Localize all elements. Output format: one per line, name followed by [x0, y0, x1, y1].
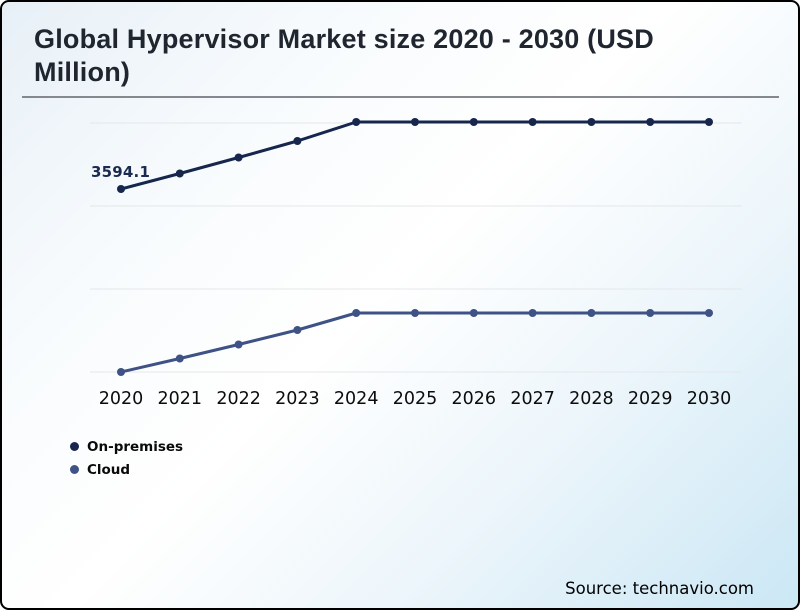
legend-item-cloud: Cloud: [70, 458, 183, 481]
x-tick-label: 2025: [392, 389, 438, 409]
x-tick-label: 2030: [686, 389, 732, 409]
x-tick-label: 2022: [216, 389, 261, 409]
legend-label-cloud: Cloud: [87, 461, 131, 478]
data-point-label: 3594.1: [91, 163, 151, 181]
on-premises-series-marker-icon: [70, 442, 79, 451]
x-tick-label: 2027: [510, 389, 555, 409]
x-tick-label: 2029: [627, 389, 673, 409]
legend-label-on-premises: On-premises: [87, 438, 184, 455]
cloud-series-marker-icon: [70, 465, 79, 474]
chart-title: Global Hypervisor Market size 2020 - 203…: [34, 24, 654, 88]
title-divider: [22, 96, 779, 98]
chart-legend: On-premises Cloud: [70, 435, 183, 481]
legend-item-on-premises: On-premises: [70, 435, 183, 458]
x-tick-label: 2020: [98, 389, 144, 409]
x-tick-label: 2021: [157, 389, 203, 409]
source-attribution: Source: technavio.com: [565, 579, 754, 598]
x-tick-label: 2026: [451, 389, 497, 409]
x-tick-label: 2028: [569, 389, 614, 409]
x-tick-label: 2024: [333, 389, 379, 409]
x-tick-label: 2023: [275, 389, 320, 409]
